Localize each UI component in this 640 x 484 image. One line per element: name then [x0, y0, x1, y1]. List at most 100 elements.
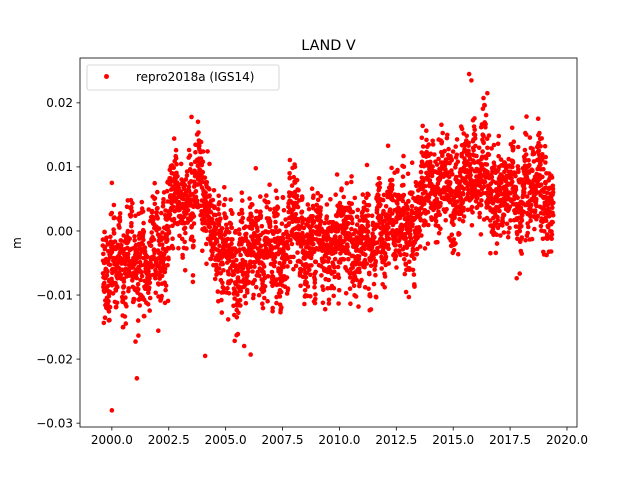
- data-point: [237, 247, 242, 252]
- data-point: [219, 233, 224, 238]
- data-point: [149, 208, 155, 214]
- data-point: [235, 292, 240, 298]
- data-point: [101, 320, 107, 326]
- data-point: [126, 286, 131, 291]
- data-point: [535, 213, 540, 219]
- data-point: [258, 209, 263, 214]
- data-point: [109, 180, 115, 186]
- data-point: [445, 132, 450, 138]
- data-point: [382, 240, 387, 246]
- data-point: [262, 295, 267, 301]
- y-axis: 0.02 0.01 0.00 −0.01 −0.02 −0.03: [36, 96, 80, 430]
- data-point: [410, 252, 416, 257]
- data-point: [108, 234, 113, 240]
- data-point: [399, 223, 405, 229]
- data-point: [386, 236, 392, 242]
- data-point: [298, 283, 303, 289]
- data-point: [236, 265, 242, 271]
- data-point: [196, 130, 201, 135]
- data-point: [160, 204, 166, 209]
- data-point: [139, 199, 145, 205]
- data-point: [493, 209, 498, 214]
- data-point: [371, 255, 376, 260]
- data-point: [265, 230, 271, 235]
- data-point: [301, 225, 307, 231]
- data-point: [242, 270, 247, 276]
- data-point: [253, 284, 259, 290]
- data-point: [219, 310, 225, 315]
- data-point: [124, 304, 129, 309]
- data-point: [277, 294, 283, 299]
- data-point: [481, 95, 486, 101]
- data-point: [142, 245, 148, 250]
- data-point: [411, 256, 417, 261]
- data-point: [532, 226, 537, 232]
- data-point: [287, 171, 292, 176]
- data-point: [377, 181, 383, 186]
- data-point: [505, 234, 511, 240]
- data-point: [332, 264, 337, 270]
- data-point: [302, 256, 307, 261]
- data-point: [504, 221, 510, 227]
- data-point: [185, 219, 190, 225]
- data-point: [245, 269, 251, 275]
- data-point: [485, 90, 490, 96]
- data-point: [302, 217, 308, 222]
- data-point: [148, 243, 154, 249]
- data-point: [255, 269, 260, 275]
- data-point: [132, 234, 137, 239]
- data-point: [191, 238, 196, 244]
- y-axis-label: m: [10, 237, 24, 249]
- data-point: [312, 300, 318, 306]
- data-point: [488, 250, 493, 256]
- data-point: [321, 287, 326, 293]
- data-point: [366, 286, 371, 292]
- data-point: [117, 225, 122, 230]
- data-point: [484, 162, 490, 167]
- data-point: [268, 224, 273, 229]
- data-point: [359, 277, 364, 283]
- data-point: [171, 216, 177, 222]
- data-point: [379, 266, 385, 271]
- data-point: [542, 143, 548, 149]
- data-point: [469, 166, 474, 172]
- data-point: [454, 152, 460, 158]
- data-point: [186, 147, 192, 153]
- data-point: [497, 208, 502, 214]
- data-point: [313, 259, 319, 265]
- data-point: [324, 202, 330, 207]
- data-point: [146, 290, 151, 296]
- y-tick-label: −0.02: [36, 352, 73, 366]
- data-point: [489, 174, 495, 180]
- data-point: [198, 139, 204, 145]
- data-point: [147, 272, 152, 278]
- data-point: [510, 160, 516, 166]
- data-point: [472, 127, 478, 132]
- data-point: [543, 180, 548, 186]
- data-point: [393, 243, 398, 248]
- data-point: [461, 214, 467, 219]
- data-point: [243, 300, 249, 306]
- data-point: [367, 271, 372, 277]
- data-point: [446, 146, 451, 152]
- data-point: [218, 271, 223, 276]
- data-point: [524, 114, 529, 119]
- data-point: [111, 227, 116, 232]
- data-point: [202, 175, 208, 180]
- data-point: [519, 251, 524, 256]
- data-point: [235, 331, 241, 337]
- data-point: [328, 197, 333, 202]
- data-point: [151, 237, 157, 242]
- data-point: [176, 185, 181, 191]
- data-point: [260, 301, 265, 307]
- data-point: [383, 254, 389, 260]
- data-point: [332, 269, 337, 275]
- data-point: [312, 277, 318, 282]
- data-point: [537, 130, 542, 136]
- data-point: [251, 292, 256, 298]
- data-point: [279, 305, 284, 310]
- data-point: [373, 258, 379, 264]
- data-point: [105, 269, 110, 274]
- data-point: [147, 280, 153, 286]
